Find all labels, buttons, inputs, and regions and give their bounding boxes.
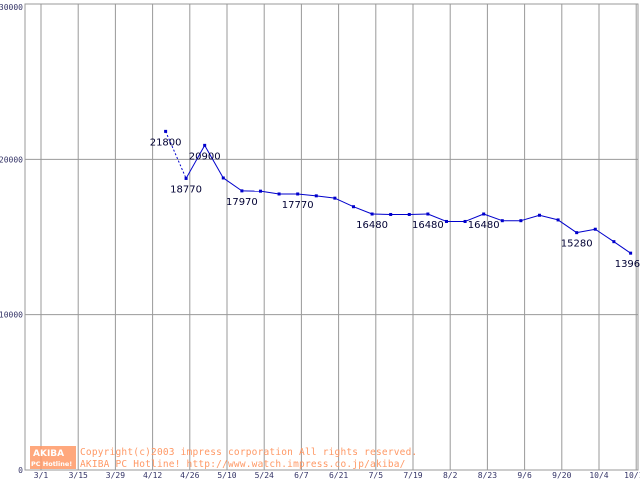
line-segment (427, 213, 447, 222)
logo-bottom-text: PC Hotline! (31, 460, 72, 468)
data-point (389, 212, 393, 216)
x-tick-label: 5/24 (255, 471, 274, 480)
data-point (593, 227, 597, 231)
line-segment (297, 193, 317, 197)
data-label: 21800 (150, 137, 182, 148)
data-point (184, 176, 188, 180)
data-point (314, 194, 318, 198)
data-point (203, 143, 207, 147)
grid (24, 3, 639, 471)
line-segment (557, 219, 577, 234)
line-segment (204, 145, 224, 179)
data-point (240, 189, 244, 193)
line-segment (222, 177, 243, 192)
x-tick-label: 4/26 (180, 471, 199, 480)
data-point (351, 205, 355, 209)
data-label: 17770 (282, 200, 314, 211)
akiba-logo: AKIBA PC Hotline! (30, 446, 76, 469)
data-point (407, 212, 411, 216)
x-tick-label: 7/5 (369, 471, 384, 480)
data-point (629, 251, 633, 255)
data-point (221, 176, 225, 180)
data-point (482, 212, 486, 216)
copyright-line-2: AKIBA PC Hotline! http://www.watch.impre… (80, 459, 406, 470)
data-point (556, 218, 560, 222)
data-label: 16480 (468, 220, 500, 231)
data-point (296, 192, 300, 196)
data-point (444, 219, 448, 223)
line-segment (576, 228, 596, 234)
series (164, 129, 633, 255)
axes: 3/1 3/15 3/29 4/12 4/26 5/10 5/24 6/7 6/21 7/5 7/1… (0, 3, 640, 480)
x-tick-label: 4/12 (143, 471, 162, 480)
data-point (164, 129, 168, 133)
x-tick-label: 9/20 (552, 471, 571, 480)
x-tick-label: 3/15 (69, 471, 88, 480)
x-tick-label: 6/7 (294, 471, 309, 480)
line-segment (595, 228, 615, 243)
data-label: 16480 (412, 220, 444, 231)
data-label: 13960 (615, 259, 640, 270)
line-segment (520, 214, 540, 222)
line-segment (483, 213, 503, 222)
x-tick-label: 3/1 (34, 471, 49, 480)
data-label: 18770 (170, 184, 202, 195)
data-point (277, 192, 281, 196)
y-tick-label: 20000 (0, 155, 23, 164)
x-tick-label: 10/11 (624, 471, 640, 480)
data-point (575, 231, 579, 235)
y-tick-label: 30000 (0, 3, 23, 12)
line-segment (613, 241, 631, 254)
data-labels: 21800 18770 20900 17970 17770 16480 16480 16480… (150, 137, 640, 270)
x-tick-label: 10/4 (589, 471, 608, 480)
logo-top-text: AKIBA (33, 449, 64, 459)
data-point (333, 196, 337, 200)
x-tick-label: 5/10 (217, 471, 236, 480)
data-label: 15280 (561, 239, 593, 250)
x-tick-label: 6/21 (329, 471, 348, 480)
y-tick-label: 0 (18, 466, 23, 475)
line-segment (334, 197, 354, 208)
plot-frame (24, 3, 639, 471)
line-segment (353, 206, 373, 215)
data-point (426, 212, 430, 216)
line-segment (464, 213, 484, 222)
data-point (500, 219, 504, 223)
y-tick-label: 10000 (0, 311, 23, 320)
data-point (463, 219, 467, 223)
x-tick-label: 8/2 (443, 471, 458, 480)
data-label: 20900 (189, 151, 221, 162)
line-segment (316, 195, 335, 199)
copyright-line-1: Copyright(c)2003 impress corporation All… (80, 447, 417, 458)
data-label: 17970 (226, 197, 258, 208)
x-tick-label: 9/6 (517, 471, 532, 480)
data-point (612, 240, 616, 244)
dashed-line-segment (165, 131, 187, 179)
data-point (258, 189, 262, 193)
footer-watermark: AKIBA PC Hotline! Copyright(c)2003 impre… (30, 446, 417, 470)
x-tick-label: 8/23 (478, 471, 497, 480)
line-segment (539, 214, 559, 221)
data-point (519, 219, 523, 223)
data-label: 16480 (356, 220, 388, 231)
line-segment (185, 145, 206, 179)
data-point (537, 213, 541, 217)
line-segment (260, 190, 280, 195)
data-point (370, 212, 374, 216)
x-tick-label: 7/19 (403, 471, 422, 480)
x-tick-label: 3/29 (106, 471, 125, 480)
